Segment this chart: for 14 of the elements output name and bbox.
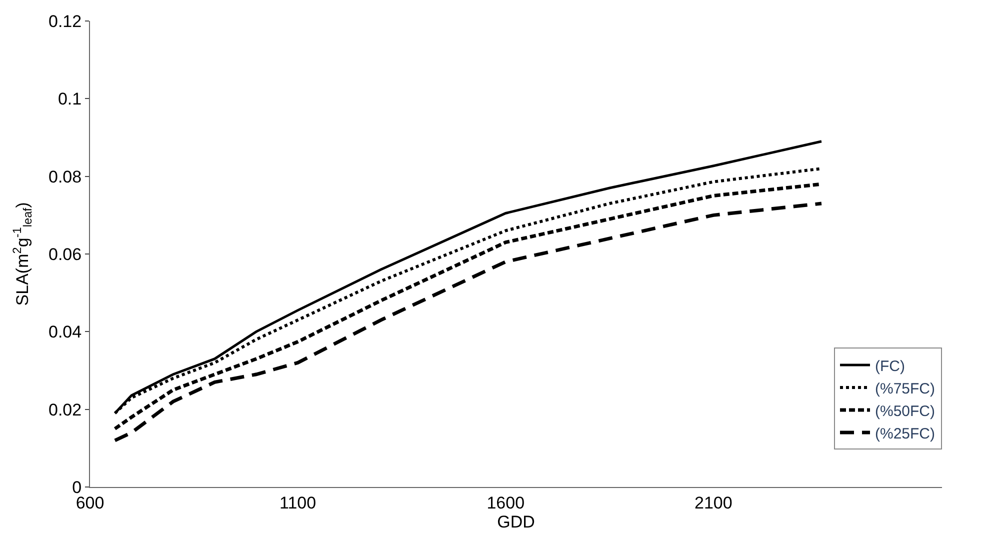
y-tick-label: 0.06 <box>48 244 82 264</box>
y-tick-label: 0.12 <box>48 12 82 31</box>
y-tick-label: 0.02 <box>48 400 82 420</box>
y-tick-label: 0.1 <box>58 90 82 109</box>
x-axis-title: GDD <box>497 512 535 532</box>
legend-label: (%75FC) <box>875 380 936 398</box>
y-tick-label: 0.08 <box>48 167 82 186</box>
x-tick-label: 2100 <box>694 493 732 512</box>
y-tick-label: 0.04 <box>48 322 82 342</box>
legend-label: (%25FC) <box>875 425 936 442</box>
legend-label: (%50FC) <box>875 402 936 420</box>
legend-label: (FC) <box>875 358 905 375</box>
x-tick-label: 1100 <box>280 493 316 512</box>
x-tick-label: 1600 <box>486 493 525 512</box>
